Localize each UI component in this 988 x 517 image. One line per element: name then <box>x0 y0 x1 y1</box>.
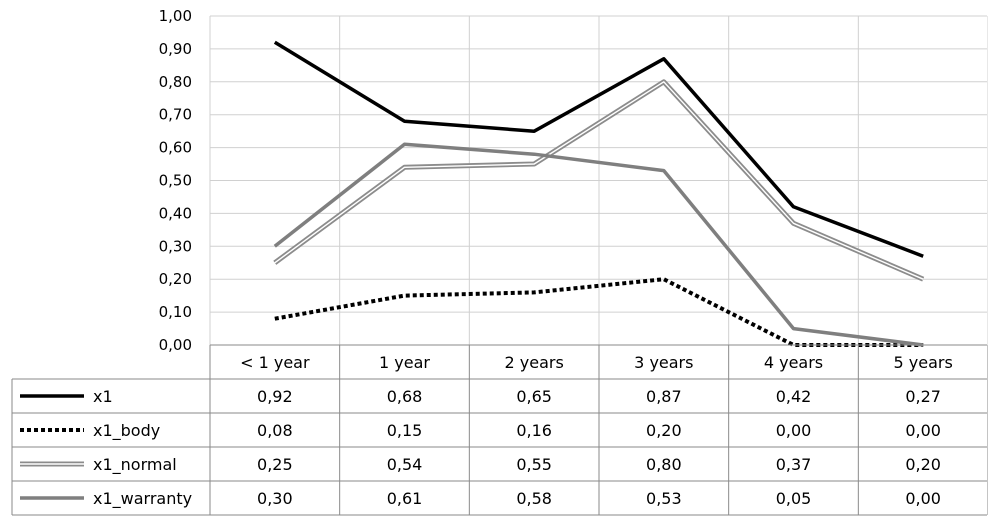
table-value-cell: 0,42 <box>776 387 812 406</box>
data-table: < 1 year 1 year 2 years 3 years 4 years 5 yea… <box>11 344 988 516</box>
legend-label: x1_normal <box>93 455 177 475</box>
table-value-cell: 0,61 <box>387 489 423 508</box>
y-tick-label: 0,10 <box>159 303 192 321</box>
x-tick-label: 2 years <box>505 353 564 372</box>
y-tick-label: 0,30 <box>159 237 192 255</box>
y-tick-label: 0,50 <box>159 172 192 190</box>
legend-label: x1_body <box>93 421 160 441</box>
series-line-x1 <box>273 40 924 258</box>
table-value-cell: 0,58 <box>516 489 552 508</box>
table-value-cell: 0,00 <box>905 489 941 508</box>
x-tick-label: < 1 year <box>240 353 310 372</box>
y-tick-label: 0,70 <box>159 106 192 124</box>
table-value-cell: 0,54 <box>387 455 423 474</box>
table-value-cell: 0,68 <box>387 387 423 406</box>
x-tick-label: 5 years <box>894 353 953 372</box>
chart-grid <box>209 15 988 345</box>
table-value-cell: 0,00 <box>905 421 941 440</box>
table-value-cell: 0,08 <box>257 421 293 440</box>
table-value-cell: 0,53 <box>646 489 682 508</box>
y-tick-label: 0,90 <box>159 40 192 58</box>
y-tick-label: 0,20 <box>159 270 192 288</box>
table-value-cell: 0,92 <box>257 387 293 406</box>
y-tick-label: 0,00 <box>159 336 192 354</box>
legend-label: x1_warranty <box>93 489 192 509</box>
table-value-cell: 0,30 <box>257 489 293 508</box>
table-value-cell: 0,20 <box>646 421 682 440</box>
y-tick-label: 1,00 <box>159 7 192 25</box>
table-value-cell: 0,25 <box>257 455 293 474</box>
table-value-cell: 0,05 <box>776 489 812 508</box>
series-x1 <box>273 40 924 258</box>
table-value-cell: 0,65 <box>516 387 552 406</box>
table-value-cell: 0,27 <box>905 387 941 406</box>
y-axis-tick-labels: 0,00 0,10 0,20 0,30 0,40 0,50 0,60 0,70 0,80 0,90… <box>159 7 192 354</box>
table-value-cell: 0,55 <box>516 455 552 474</box>
table-value-cell: 0,16 <box>516 421 552 440</box>
table-value-cell: 0,15 <box>387 421 423 440</box>
table-value-cell: 0,80 <box>646 455 682 474</box>
series-line-x1_warranty <box>273 142 924 347</box>
x-tick-label: 4 years <box>764 353 823 372</box>
x-tick-label: 3 years <box>634 353 693 372</box>
series-line-x1_normal-inner <box>274 81 924 280</box>
legend-label: x1 <box>93 387 113 406</box>
x-tick-label: 1 year <box>379 353 430 372</box>
chart-series-lines <box>273 40 925 347</box>
series-x1-normal <box>273 79 925 282</box>
table-value-cell: 0,87 <box>646 387 682 406</box>
table-value-cell: 0,00 <box>776 421 812 440</box>
table-value-cell: 0,20 <box>905 455 941 474</box>
table-value-cell: 0,37 <box>776 455 812 474</box>
y-tick-label: 0,40 <box>159 204 192 222</box>
y-tick-label: 0,60 <box>159 139 192 157</box>
series-x1-warranty <box>273 142 924 347</box>
y-tick-label: 0,80 <box>159 73 192 91</box>
